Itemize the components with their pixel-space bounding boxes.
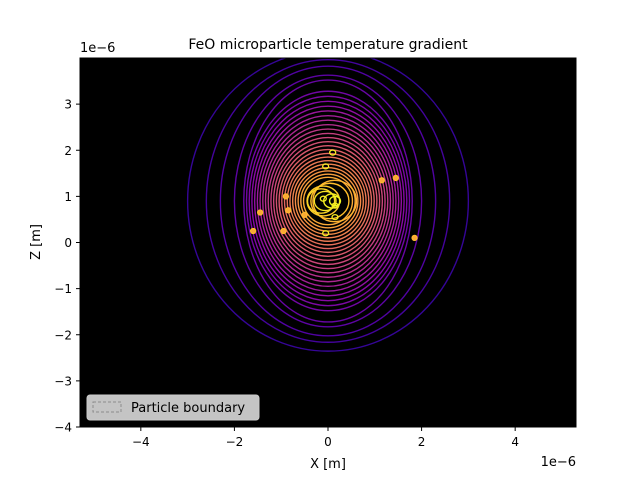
- contour-level: [262, 119, 394, 283]
- contour-level: [286, 156, 370, 246]
- y-tick-label: 2: [64, 144, 72, 158]
- contour-level: [243, 79, 413, 323]
- hot-spot-marker: [322, 163, 330, 170]
- hot-spot-marker: [257, 209, 264, 216]
- x-tick-label: 0: [324, 435, 332, 449]
- legend: Particle boundary: [86, 394, 260, 421]
- y-tick-label: −3: [54, 374, 72, 388]
- y-offset-label: 1e−6: [80, 41, 115, 56]
- hot-spot-marker: [282, 193, 290, 200]
- contour-level: [306, 188, 336, 214]
- contour-level: [233, 74, 423, 328]
- contour-level: [278, 144, 378, 257]
- contour-lines: [186, 58, 470, 352]
- contour-level: [312, 179, 358, 223]
- plot-area: [80, 58, 576, 427]
- hot-spot-marker: [322, 230, 330, 237]
- contour-level: [245, 90, 411, 312]
- y-axis-label: Z [m]: [29, 224, 44, 260]
- x-tick-label: 4: [511, 435, 519, 449]
- y-axis-ticks: −4 −3 −2 −1 0 1 2 3: [54, 98, 80, 435]
- contour-level: [313, 190, 337, 212]
- hot-spot-marker: [331, 213, 339, 221]
- contour-level: [248, 95, 408, 307]
- hot-spot-markers: [249, 149, 418, 242]
- contour-level: [205, 59, 451, 343]
- contour-level: [283, 152, 373, 250]
- contour-level: [259, 114, 397, 288]
- x-offset-label: 1e−6: [541, 455, 576, 470]
- legend-swatch: [92, 401, 122, 413]
- contour-level: [302, 176, 354, 226]
- contour-level: [270, 132, 386, 270]
- contour-level: [186, 58, 470, 352]
- x-axis-ticks: −4 −2 0 2 4: [132, 427, 519, 449]
- hot-spot-marker: [378, 177, 385, 184]
- hot-spot-marker: [331, 202, 339, 209]
- chart-title: FeO microparticle temperature gradient: [188, 37, 468, 53]
- contour-level: [267, 128, 389, 274]
- x-tick-label: −2: [226, 435, 244, 449]
- contour-level: [300, 173, 356, 229]
- hot-spot-marker: [249, 227, 257, 235]
- hot-spot-marker: [285, 207, 292, 214]
- y-tick-label: −4: [54, 421, 72, 435]
- contour-level: [251, 100, 405, 302]
- contour-level: [328, 195, 342, 207]
- x-tick-label: 2: [418, 435, 426, 449]
- legend-box: [86, 394, 260, 421]
- contour-level: [281, 148, 375, 254]
- contour-level: [264, 124, 392, 278]
- contour-level: [256, 110, 400, 292]
- hot-spot-marker: [319, 195, 327, 202]
- contour-level: [310, 182, 350, 220]
- y-tick-label: 1: [64, 190, 72, 204]
- y-tick-label: 3: [64, 98, 72, 112]
- contour-level: [219, 65, 437, 337]
- y-tick-label: −1: [54, 282, 72, 296]
- y-tick-label: −2: [54, 328, 72, 342]
- hot-spot-marker: [329, 149, 337, 156]
- hot-spot-marker: [411, 234, 418, 242]
- y-tick-label: 0: [64, 236, 72, 250]
- hot-spot-marker: [301, 211, 308, 218]
- legend-entry: Particle boundary: [131, 401, 245, 416]
- hot-spot-marker: [392, 174, 399, 182]
- hot-spot-marker: [280, 227, 287, 235]
- contour-level: [289, 160, 367, 242]
- contour-level: [272, 136, 384, 266]
- x-axis-label: X [m]: [310, 457, 346, 472]
- contour-level: [253, 105, 403, 297]
- x-tick-label: −4: [132, 435, 150, 449]
- contour-level: [275, 140, 381, 261]
